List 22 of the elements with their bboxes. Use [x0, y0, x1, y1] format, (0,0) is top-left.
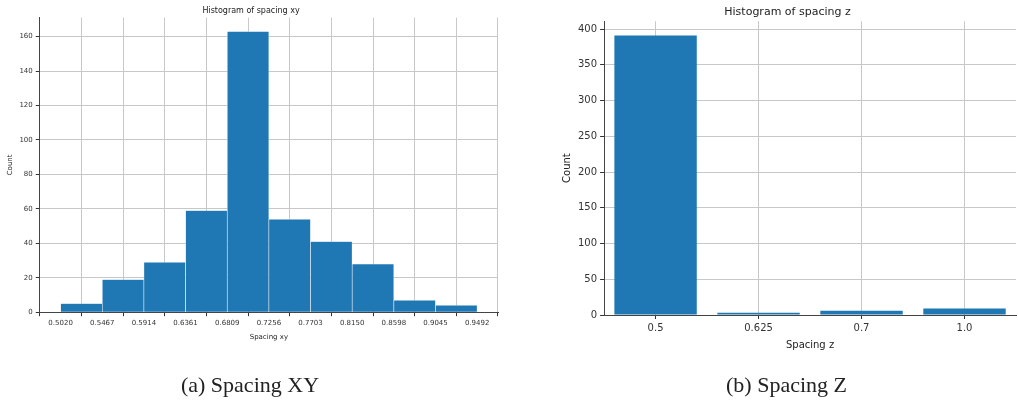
y-tick-label: 350 — [577, 58, 598, 70]
x-axis-title: Spacing z — [785, 338, 835, 350]
x-tick-label: 1.0 — [956, 321, 973, 333]
y-tick-label: 400 — [577, 22, 598, 34]
text: (a) Spacing XY — [179, 372, 321, 398]
y-tick-label: 150 — [577, 201, 598, 213]
y-tick-label: 200 — [577, 165, 598, 177]
bar — [614, 35, 697, 315]
y-tick-label: 50 — [584, 272, 598, 284]
y-tick-label: 0 — [590, 308, 598, 320]
x-tick-label: 0.5 — [647, 321, 664, 333]
y-tick-label: 100 — [577, 237, 598, 249]
bar — [923, 308, 1006, 315]
chart-title: Histogram of spacing z — [724, 5, 851, 19]
bar — [820, 310, 903, 315]
y-axis-title: Count — [560, 153, 572, 183]
x-tick-label: 0.7 — [853, 321, 870, 333]
x-tick-label: 0.625 — [744, 321, 773, 333]
y-tick-label: 300 — [577, 94, 598, 106]
chart-title: Histogram of spacing xy — [202, 5, 300, 15]
text: (b) Spacing Z — [725, 372, 848, 398]
y-tick-label: 250 — [577, 129, 598, 141]
